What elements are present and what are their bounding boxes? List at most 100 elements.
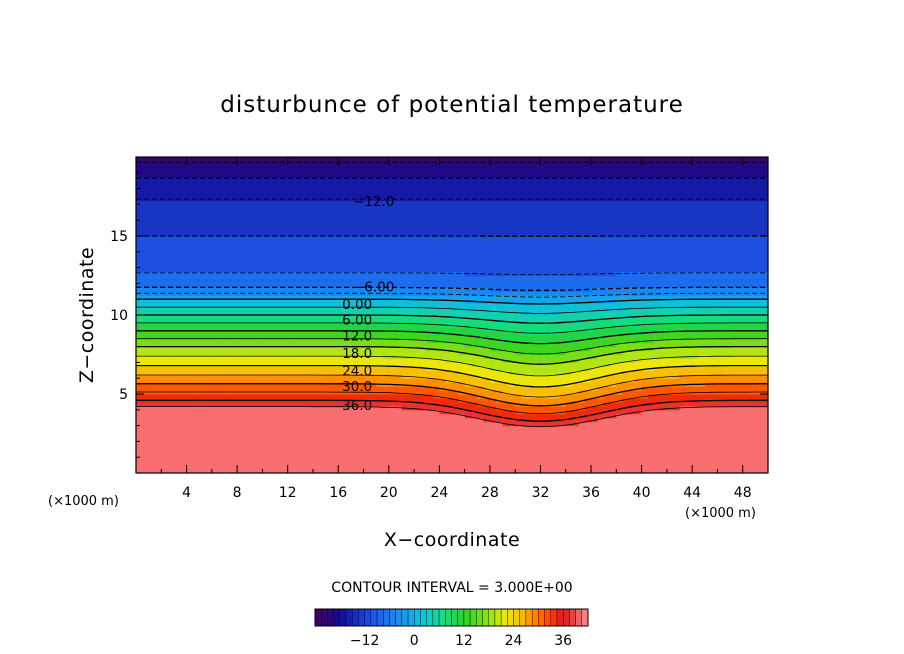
contour-cell [704, 354, 712, 360]
contour-cell [306, 437, 314, 442]
contour-cell [262, 366, 270, 371]
contour-cell [521, 315, 529, 320]
contour-cell [515, 429, 523, 435]
contour-cell [363, 311, 371, 316]
contour-cell [211, 330, 219, 336]
contour-cell [673, 417, 681, 423]
contour-cell [344, 318, 352, 324]
contour-cell [357, 303, 365, 308]
contour-cell [199, 417, 207, 423]
contour-cell [167, 358, 175, 363]
contour-cell [312, 287, 320, 292]
contour-cell [148, 449, 156, 454]
contour-cell [344, 453, 352, 458]
contour-cell [350, 362, 358, 367]
contour-cell [660, 382, 668, 387]
contour-cell [546, 429, 554, 435]
contour-cell [388, 409, 396, 415]
contour-cell [660, 303, 668, 308]
contour-cell [237, 322, 245, 328]
contour-cell [496, 386, 504, 391]
contour-cell [249, 303, 257, 308]
contour-cell [439, 334, 447, 340]
contour-cell [445, 334, 453, 340]
contour-cell [527, 453, 535, 458]
contour-cell [281, 287, 289, 292]
contour-cell [679, 362, 687, 367]
contour-cell [275, 318, 282, 324]
contour-cell [761, 401, 768, 407]
contour-cell [717, 326, 725, 332]
contour-cell [502, 311, 510, 316]
contour-cell [180, 362, 188, 367]
contour-cell [439, 362, 447, 367]
contour-cell [224, 378, 232, 383]
contour-cell [723, 413, 731, 419]
contour-cell [578, 465, 586, 470]
contour-cell [237, 358, 245, 363]
contour-cell [749, 362, 756, 367]
contour-cell [559, 275, 567, 281]
contour-cell [249, 350, 257, 356]
contour-cell [420, 394, 428, 399]
contour-cell [527, 437, 535, 442]
contour-cell [249, 409, 257, 415]
contour-cell [369, 449, 377, 454]
contour-cell [256, 358, 263, 363]
contour-cell [730, 425, 737, 431]
contour-cell [698, 409, 706, 415]
contour-cell [565, 445, 573, 450]
contour-cell [218, 386, 226, 391]
contour-cell [325, 358, 333, 363]
contour-cell [723, 362, 731, 367]
contour-cell [224, 461, 232, 466]
contour-cell [489, 358, 497, 363]
contour-cell [154, 394, 162, 399]
contour-cell [458, 409, 466, 415]
contour-cell [477, 401, 485, 407]
contour-cell [723, 283, 731, 288]
contour-cell [673, 366, 681, 371]
contour-cell [477, 291, 485, 296]
contour-cell [388, 366, 396, 371]
contour-cell [426, 378, 434, 383]
contour-cell [622, 366, 630, 371]
contour-cell [287, 366, 295, 371]
contour-cell [496, 461, 504, 466]
contour-cell [369, 437, 377, 442]
contour-cell [426, 307, 434, 312]
contour-cell [224, 287, 232, 292]
contour-cell [186, 413, 194, 419]
contour-cell [603, 283, 611, 288]
contour-cell [439, 338, 447, 344]
contour-cell [761, 461, 768, 466]
contour-cell [395, 401, 403, 407]
contour-cell [521, 307, 529, 312]
contour-cell [704, 386, 712, 391]
contour-cell [357, 425, 365, 431]
contour-cell [502, 291, 510, 296]
contour-cell [262, 386, 270, 391]
contour-cell [243, 334, 251, 340]
contour-cell [673, 303, 681, 308]
contour-cell [211, 429, 219, 435]
contour-cell [154, 362, 162, 367]
contour-cell [211, 338, 219, 344]
contour-cell [426, 322, 434, 328]
contour-cell [685, 322, 693, 328]
contour-cell [679, 338, 687, 344]
contour-cell [243, 445, 251, 450]
contour-cell [470, 295, 478, 300]
contour-cell [186, 469, 194, 473]
contour-cell [243, 413, 251, 419]
contour-cell [173, 362, 181, 367]
contour-cell [483, 362, 491, 367]
contour-cell [736, 465, 744, 470]
contour-cell [167, 334, 175, 340]
contour-cell [319, 374, 327, 379]
contour-cell [230, 311, 238, 316]
contour-cell [186, 366, 194, 371]
contour-cell [654, 287, 662, 292]
contour-cell [211, 394, 219, 399]
contour-cell [395, 374, 403, 379]
